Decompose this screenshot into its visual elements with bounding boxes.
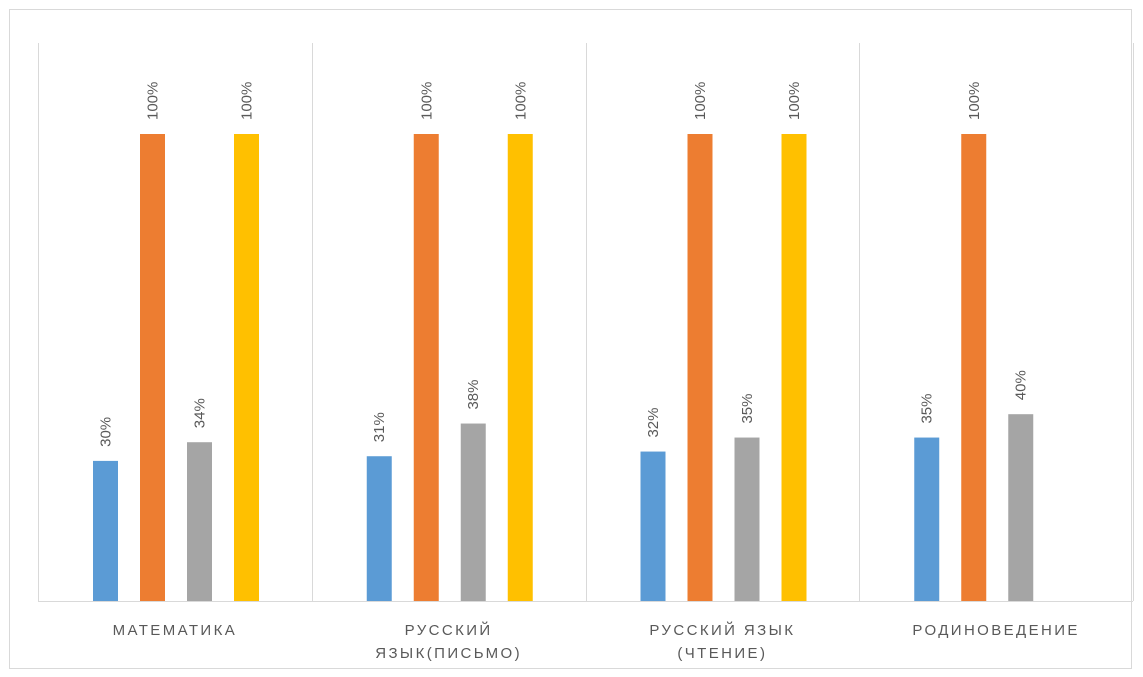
data-label: 35% <box>739 394 756 424</box>
category-label: МАТЕМАТИКА <box>112 622 238 639</box>
bar-3 <box>734 437 760 601</box>
data-label: 100% <box>512 82 529 120</box>
bar-1 <box>93 460 118 601</box>
data-label: 100% <box>786 82 803 120</box>
data-label: 31% <box>371 412 388 442</box>
bar-4 <box>781 134 807 601</box>
data-label: 34% <box>192 398 209 428</box>
bar-2 <box>413 134 439 601</box>
chart-area <box>9 9 1132 669</box>
data-label: 100% <box>145 82 162 120</box>
category-label: РУССКИЙ ЯЗЫК(ПИСЬМО) <box>375 622 523 662</box>
bar-2 <box>687 134 713 601</box>
bar-1 <box>366 456 392 601</box>
bar-4 <box>234 134 259 601</box>
bar-2 <box>140 134 165 601</box>
bar-3 <box>460 423 486 601</box>
data-label: 32% <box>645 408 662 438</box>
data-label: 30% <box>98 417 115 447</box>
bar-4 <box>507 134 533 601</box>
bar-3 <box>1008 414 1034 601</box>
data-label: 40% <box>1013 370 1030 400</box>
data-label: 38% <box>465 380 482 410</box>
data-label: 100% <box>418 82 435 120</box>
bar-2 <box>961 134 987 601</box>
bar-1 <box>914 437 940 601</box>
data-label: 35% <box>919 394 936 424</box>
bar-1 <box>640 451 666 601</box>
data-label: 100% <box>239 82 256 120</box>
data-label: 100% <box>966 82 983 120</box>
category-label: РУССКИЙ ЯЗЫК (ЧТЕНИЕ) <box>649 622 796 662</box>
bar-3 <box>187 442 212 601</box>
category-label: РОДИНОВЕДЕНИЕ <box>912 622 1080 639</box>
data-label: 100% <box>692 82 709 120</box>
